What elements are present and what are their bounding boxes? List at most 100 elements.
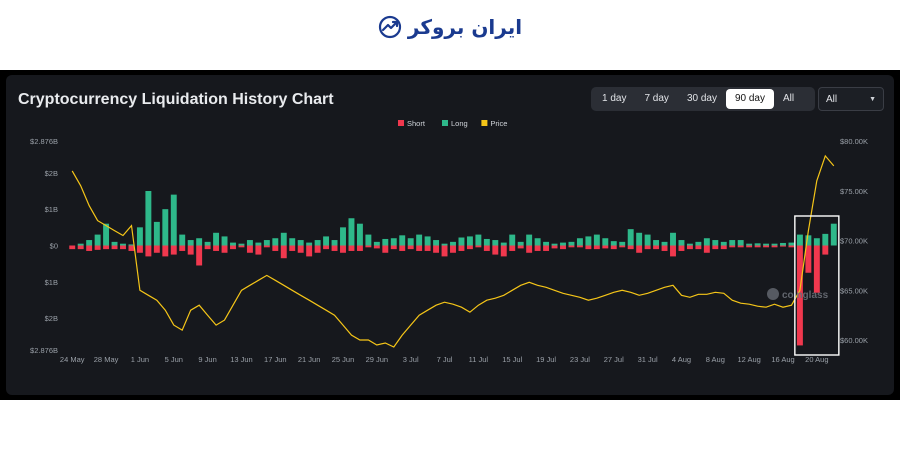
short-bar <box>483 245 490 251</box>
left-tick-label: $1B <box>45 205 58 214</box>
range-90-day-button[interactable]: 90 day <box>725 89 774 109</box>
x-tick-label: 31 Jul <box>638 355 658 364</box>
short-bar <box>568 245 575 248</box>
coin-select-value: All <box>826 93 838 105</box>
short-bar <box>771 245 778 248</box>
short-bar <box>365 245 372 248</box>
x-tick-label: 25 Jun <box>332 355 355 364</box>
x-tick-label: 7 Jul <box>437 355 453 364</box>
short-bar <box>407 245 414 250</box>
short-bar <box>543 245 550 251</box>
short-bar <box>585 245 592 250</box>
long-bar <box>204 241 211 246</box>
long-bar <box>822 233 829 246</box>
long-bar <box>686 243 693 246</box>
long-bar <box>170 194 177 246</box>
long-bar <box>331 240 338 246</box>
long-bar <box>576 238 583 246</box>
x-tick-label: 29 Jun <box>366 355 389 364</box>
watermark-text: coinglass <box>782 290 829 301</box>
long-bar <box>712 240 719 246</box>
short-bar <box>450 245 456 253</box>
short-bar <box>509 245 516 251</box>
short-bar <box>272 245 279 251</box>
long-bar <box>500 242 507 246</box>
chart-legend: Short Long Price <box>398 119 507 128</box>
long-bar <box>475 234 482 246</box>
long-bar <box>644 234 651 246</box>
long-bar <box>196 238 203 246</box>
long-bar <box>585 236 592 246</box>
long-bar <box>441 243 448 246</box>
long-bar <box>830 223 837 246</box>
long-bar <box>483 238 490 246</box>
long-bar <box>771 243 778 246</box>
long-bar <box>661 241 668 246</box>
legend-label-short: Short <box>407 119 426 128</box>
long-bar <box>517 241 524 246</box>
x-tick-label: 1 Jun <box>131 355 149 364</box>
left-axis: $2.876B $2B $1B $0 $1B $2B $2.876B <box>30 137 58 355</box>
coin-select[interactable]: All ▼ <box>818 87 884 111</box>
x-tick-label: 15 Jul <box>502 355 522 364</box>
long-bar <box>221 236 228 246</box>
short-bar <box>230 245 236 250</box>
short-bar <box>77 245 84 250</box>
long-bar <box>306 242 313 246</box>
long-bar <box>373 241 380 246</box>
long-bar <box>255 242 262 246</box>
range-30-day-button[interactable]: 30 day <box>686 93 717 104</box>
short-bar <box>170 245 177 255</box>
x-tick-label: 28 May <box>94 355 119 364</box>
long-bar <box>602 238 609 246</box>
long-bar <box>162 209 169 246</box>
legend-swatch-short <box>398 120 404 126</box>
short-bar <box>492 245 499 255</box>
page-title: Cryptocurrency Liquidation History Chart <box>18 91 334 108</box>
long-bar <box>526 234 533 246</box>
short-bar <box>111 245 118 250</box>
long-bar <box>458 237 465 246</box>
range-all-button[interactable]: All <box>783 93 795 104</box>
long-bar <box>230 242 236 246</box>
short-bar <box>526 245 533 253</box>
range-7-day-button[interactable]: 7 day <box>644 93 669 104</box>
long-bar <box>424 236 431 246</box>
long-bar <box>813 238 820 246</box>
long-bar <box>246 240 253 246</box>
right-axis: $80.00K $75.00K $70.00K $65.00K $60.00K <box>840 137 868 345</box>
left-tick-label: $2B <box>45 314 58 323</box>
short-bar <box>551 245 558 249</box>
short-bar <box>500 245 507 257</box>
long-bar <box>560 242 566 246</box>
long-bar <box>805 235 812 246</box>
short-bar <box>246 245 253 253</box>
x-tick-label: 4 Aug <box>672 355 691 364</box>
long-bar <box>593 234 600 246</box>
long-bar <box>416 234 423 246</box>
short-bar <box>424 245 431 251</box>
short-bar <box>746 245 753 248</box>
right-tick-label: $80.00K <box>840 137 868 146</box>
x-tick-label: 12 Aug <box>737 355 760 364</box>
long-bar <box>213 232 220 246</box>
long-bar <box>86 240 93 246</box>
long-bar <box>348 218 355 246</box>
range-1-day-button[interactable]: 1 day <box>602 93 627 104</box>
x-axis: 24 May 28 May 1 Jun 5 Jun 9 Jun 13 Jun 17 Jun 2… <box>60 355 829 364</box>
short-bar <box>703 245 710 253</box>
x-tick-label: 3 Jul <box>403 355 419 364</box>
long-bar <box>238 243 245 246</box>
long-bar <box>179 234 186 246</box>
long-bar <box>77 243 84 246</box>
short-bar <box>213 245 220 251</box>
long-bar <box>103 223 110 246</box>
short-bar <box>661 245 668 251</box>
x-tick-label: 24 May <box>60 355 85 364</box>
long-bar <box>636 232 643 246</box>
long-bar <box>340 227 346 246</box>
x-tick-label: 9 Jun <box>198 355 216 364</box>
short-bar <box>593 245 600 250</box>
short-bar <box>196 245 203 266</box>
legend-label-long: Long <box>451 119 468 128</box>
